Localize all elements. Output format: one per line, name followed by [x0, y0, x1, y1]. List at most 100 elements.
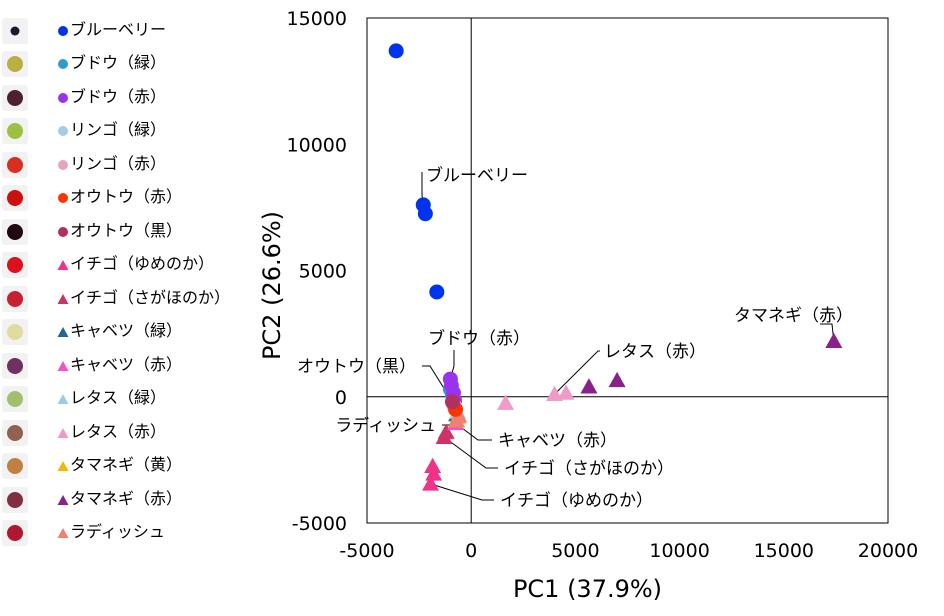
legend-marker: [57, 528, 69, 538]
blueberry-icon: [2, 18, 28, 44]
legend-marker: [58, 93, 68, 103]
data-point: [437, 423, 455, 439]
legend-marker: [58, 160, 68, 170]
strawberry-yumenoka-icon: [2, 252, 28, 278]
legend-label: タマネギ（赤）: [70, 489, 183, 508]
legend-label: ブドウ（赤）: [70, 87, 167, 106]
legend-label: キャベツ（緑）: [70, 321, 183, 340]
data-point: [424, 457, 442, 473]
legend-label: オウトウ（黒）: [70, 221, 183, 240]
legend-marker: [58, 59, 68, 69]
annotation-label: イチゴ（さがほのか）: [504, 458, 674, 479]
red-onion-icon: [2, 487, 28, 513]
legend-label: オウトウ（赤）: [70, 187, 183, 206]
legend-label: ラディッシュ: [70, 522, 165, 541]
legend-marker: [57, 495, 69, 505]
annotation-label: ラディッシュ: [335, 415, 436, 436]
pca-scatter-chart: -5000 0 5000 10000 15000 20000 -5000 0 5000 10000…: [258, 8, 918, 603]
x-axis-label: PC1 (37.9%): [513, 575, 662, 603]
annotation-leader: [430, 483, 494, 501]
legend-marker: [58, 126, 68, 136]
legend-marker: [57, 461, 69, 471]
red-grape-icon: [2, 85, 28, 111]
legend-marker: [57, 394, 69, 404]
data-point: [557, 384, 575, 400]
y-tick-label: 15000: [287, 8, 347, 30]
legend-item: ブドウ（赤）: [0, 81, 250, 115]
data-point: [608, 371, 626, 388]
red-cherry-icon: [2, 185, 28, 211]
legend-marker: [58, 193, 68, 203]
green-apple-icon: [2, 118, 28, 144]
annotation-label: ブドウ（赤）: [428, 328, 530, 349]
data-point: [429, 284, 445, 300]
annotation-leader: [554, 350, 600, 395]
red-lettuce-icon: [2, 420, 28, 446]
annotation-label: レタス（赤）: [604, 342, 706, 362]
data-point: [417, 206, 433, 222]
annotation-label: オウトウ（黒）: [297, 357, 416, 377]
data-point: [546, 385, 564, 402]
red-apple-icon: [2, 152, 28, 178]
legend-marker: [57, 327, 69, 337]
y-tick-label: 0: [335, 387, 347, 409]
legend-item: オウトウ（黒）: [0, 215, 250, 249]
green-cabbage-icon: [2, 319, 28, 345]
legend-item: レタス（緑）: [0, 382, 250, 416]
x-tick-label: 5000: [551, 540, 599, 562]
legend-marker: [57, 294, 69, 304]
legend-item: イチゴ（ゆめのか）: [0, 248, 250, 282]
legend-label: リンゴ（赤）: [70, 154, 167, 173]
legend-label: レタス（緑）: [70, 388, 167, 407]
legend-item: ブドウ（緑）: [0, 47, 250, 81]
y-axis-label: PC2 (26.6%): [258, 211, 286, 360]
y-tick-label: -5000: [292, 513, 347, 535]
red-cabbage-icon: [2, 353, 28, 379]
annotation-label: タマネギ（赤）: [734, 306, 853, 326]
legend: ブルーベリーブドウ（緑） ブドウ（赤） リンゴ（緑） リンゴ（赤） オウトウ（赤） オウト…: [0, 0, 250, 616]
legend-item: オウトウ（赤）: [0, 181, 250, 215]
legend-marker: [58, 227, 68, 237]
legend-label: リンゴ（緑）: [70, 120, 167, 139]
x-tick-label: -5000: [339, 540, 394, 562]
legend-label: イチゴ（ゆめのか）: [70, 254, 215, 273]
strawberry-sagahonoka-icon: [2, 286, 28, 312]
data-point: [825, 332, 843, 348]
data-point: [422, 475, 440, 491]
legend-item: ラディッシュ: [0, 516, 250, 550]
x-tick-label: 10000: [649, 540, 709, 562]
annotation-label: キャベツ（赤）: [498, 431, 617, 451]
legend-marker: [57, 361, 69, 371]
plot-frame: [366, 17, 889, 524]
legend-item: タマネギ（黄）: [0, 449, 250, 483]
legend-label: レタス（赤）: [70, 422, 167, 441]
legend-item: レタス（赤）: [0, 416, 250, 450]
legend-label: ブルーベリー: [70, 20, 167, 39]
annotation-leader: [443, 436, 498, 469]
legend-label: キャベツ（赤）: [70, 355, 183, 374]
legend-marker: [57, 428, 69, 438]
legend-marker: [58, 26, 68, 36]
x-tick-label: 0: [465, 540, 477, 562]
data-point: [580, 378, 598, 394]
radish-icon: [2, 520, 28, 546]
yellow-onion-icon: [2, 453, 28, 479]
legend-item: リンゴ（緑）: [0, 114, 250, 148]
black-cherry-icon: [2, 219, 28, 245]
y-tick-label: 10000: [287, 134, 347, 156]
green-grape-icon: [2, 51, 28, 77]
data-point: [388, 43, 404, 59]
green-lettuce-icon: [2, 386, 28, 412]
data-point: [497, 394, 515, 410]
legend-label: タマネギ（黄）: [70, 455, 183, 474]
data-point: [425, 465, 443, 481]
legend-item: キャベツ（緑）: [0, 315, 250, 349]
legend-item: イチゴ（さがほのか）: [0, 282, 250, 316]
legend-item: タマネギ（赤）: [0, 483, 250, 517]
legend-item: リンゴ（赤）: [0, 148, 250, 182]
legend-marker: [57, 260, 69, 270]
data-point: [444, 394, 460, 410]
legend-label: イチゴ（さがほのか）: [70, 288, 231, 307]
x-tick-label: 15000: [754, 540, 814, 562]
x-tick-label: 20000: [858, 540, 918, 562]
